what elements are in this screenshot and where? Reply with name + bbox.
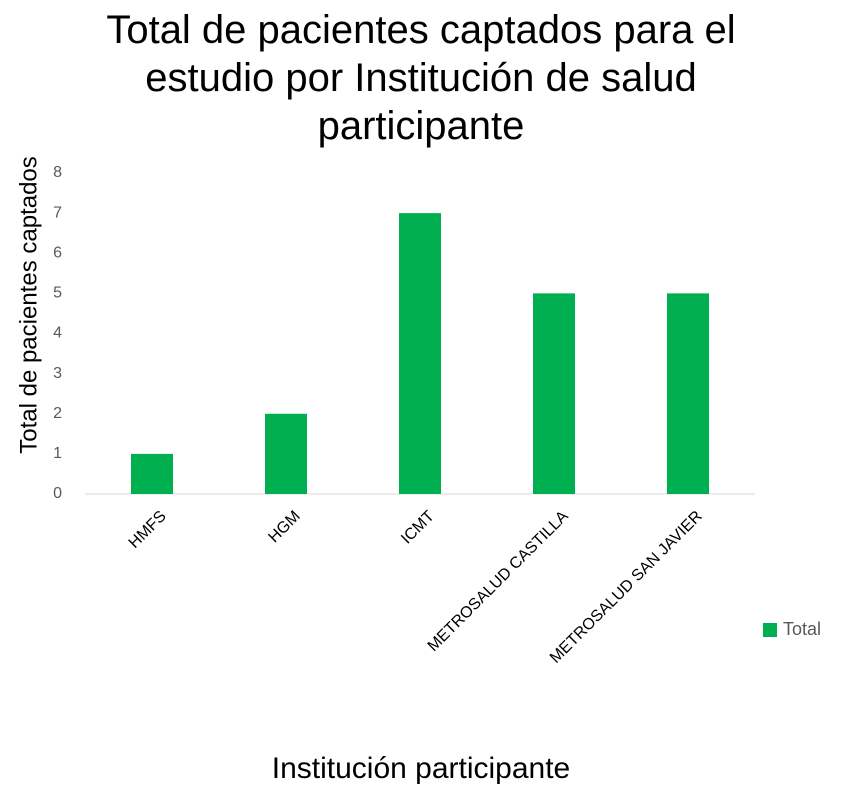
y-tick-label: 7 [53, 204, 62, 221]
bar [399, 213, 441, 494]
y-tick-label: 8 [53, 164, 62, 181]
y-tick-label: 2 [53, 405, 62, 422]
y-tick-label: 3 [53, 365, 62, 382]
y-tick-label: 1 [53, 445, 62, 462]
x-tick-label: HGM [265, 508, 303, 546]
chart-title: Total de pacientes captados para el estu… [106, 8, 736, 148]
x-tick-label: METROSALUD CASTILLA [425, 508, 572, 655]
y-tick-label: 6 [53, 244, 62, 261]
bar [667, 293, 709, 494]
x-tick-label: METROSALUD SAN JAVIER [547, 508, 706, 667]
x-tick-label: HMFS [126, 508, 170, 552]
x-tick-label: ICMT [398, 508, 438, 548]
y-tick-label: 0 [53, 485, 62, 502]
y-axis-label: Total de pacientes captados [15, 156, 42, 454]
bar [265, 413, 307, 494]
bar [533, 293, 575, 494]
y-tick-label: 4 [53, 325, 62, 342]
y-tick-label: 5 [53, 285, 62, 302]
x-axis-label: Institución participante [272, 752, 571, 785]
legend-label: Total [783, 619, 821, 639]
legend-swatch [763, 623, 777, 637]
bar [131, 453, 173, 494]
